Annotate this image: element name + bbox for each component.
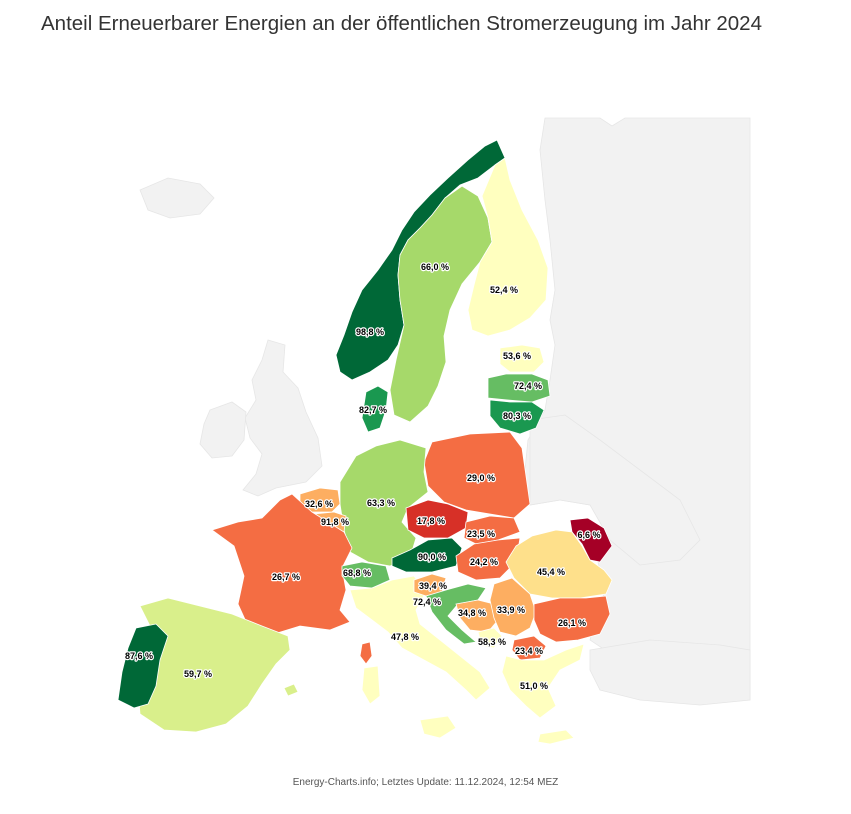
region-france[interactable] <box>211 493 353 635</box>
label-croatia: 72,4 % <box>413 597 441 607</box>
region-sicily[interactable] <box>419 715 457 739</box>
region-lithuania[interactable] <box>489 399 545 435</box>
label-lithuania: 80,3 % <box>503 411 531 421</box>
label-north-macedonia: 23,4 % <box>515 646 543 656</box>
label-finland: 52,4 % <box>490 285 518 295</box>
label-bosnia: 34,8 % <box>458 608 486 618</box>
footer-source: Energy-Charts.info; Letztes Update: 11.1… <box>292 777 559 788</box>
label-italy: 47,8 % <box>391 632 419 642</box>
background-turkey <box>589 639 751 706</box>
region-bosnia[interactable] <box>455 599 499 633</box>
region-croatia[interactable] <box>425 583 487 645</box>
label-greece: 51,0 % <box>520 681 548 691</box>
background-iceland <box>139 177 215 219</box>
region-bulgaria[interactable] <box>533 595 611 643</box>
region-serbia[interactable] <box>489 577 537 637</box>
label-switzerland: 68,8 % <box>343 568 371 578</box>
label-portugal: 87,6 % <box>125 651 153 661</box>
region-latvia[interactable] <box>487 373 551 403</box>
label-france: 26,7 % <box>272 572 300 582</box>
region-finland[interactable] <box>467 157 549 337</box>
label-austria: 90,0 % <box>418 552 446 562</box>
label-belgium: 91,8 % <box>321 517 349 527</box>
region-montenegro[interactable] <box>477 627 503 649</box>
region-crete[interactable] <box>537 729 575 745</box>
chart-title: Anteil Erneuerbarer Energien an der öffe… <box>41 12 762 35</box>
label-serbia: 33,9 % <box>497 605 525 615</box>
region-slovakia[interactable] <box>463 515 521 545</box>
label-moldova: 6,6 % <box>577 530 600 540</box>
label-spain: 59,7 % <box>184 669 212 679</box>
label-romania: 45,4 % <box>537 567 565 577</box>
background-ireland <box>199 401 247 459</box>
region-romania[interactable] <box>505 529 613 599</box>
background-uk <box>242 339 323 497</box>
label-poland: 29,0 % <box>467 473 495 483</box>
label-estonia: 53,6 % <box>503 351 531 361</box>
region-greece[interactable] <box>501 643 585 719</box>
label-denmark: 82,7 % <box>359 405 387 415</box>
label-slovakia: 23,5 % <box>467 529 495 539</box>
region-sardinia[interactable] <box>361 665 381 705</box>
label-netherlands: 32,6 % <box>305 499 333 509</box>
region-denmark[interactable] <box>361 385 389 433</box>
label-germany: 63,3 % <box>367 498 395 508</box>
label-czechia: 17,8 % <box>417 516 445 526</box>
label-hungary: 24,2 % <box>470 557 498 567</box>
region-balearic[interactable] <box>283 683 299 697</box>
label-norway: 98,8 % <box>356 327 384 337</box>
label-sweden: 66,0 % <box>421 262 449 272</box>
label-latvia: 72,4 % <box>514 381 542 391</box>
region-north-macedonia[interactable] <box>511 635 547 661</box>
label-slovenia: 39,4 % <box>419 581 447 591</box>
region-corsica[interactable] <box>359 641 373 665</box>
region-estonia[interactable] <box>499 344 545 373</box>
background-belarus-ukraine-east <box>529 414 701 566</box>
region-portugal[interactable] <box>117 623 169 709</box>
region-italy[interactable] <box>349 575 491 701</box>
label-bulgaria: 26,1 % <box>558 618 586 628</box>
label-montenegro: 58,3 % <box>478 637 506 647</box>
